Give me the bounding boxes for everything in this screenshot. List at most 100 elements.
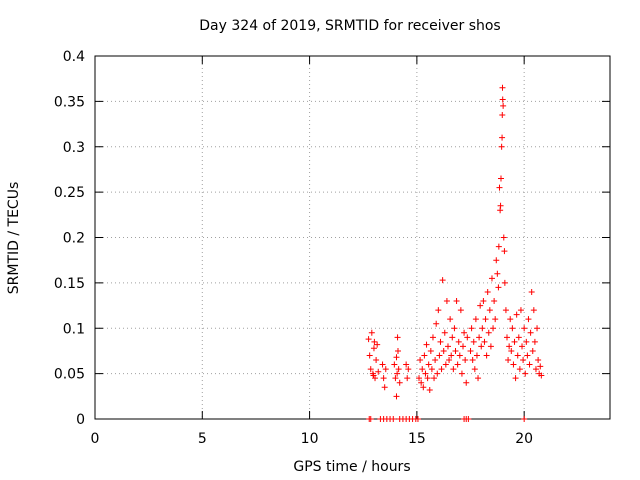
data-point bbox=[521, 325, 528, 332]
data-point bbox=[517, 307, 524, 314]
data-point bbox=[476, 334, 483, 341]
data-point bbox=[454, 361, 461, 368]
data-point bbox=[485, 329, 492, 336]
x-tick-label: 5 bbox=[198, 431, 207, 447]
x-axis-label: GPS time / hours bbox=[293, 459, 410, 475]
data-point bbox=[470, 338, 477, 345]
data-point bbox=[394, 347, 401, 354]
data-point bbox=[370, 345, 377, 352]
data-point bbox=[502, 307, 509, 314]
data-point bbox=[500, 234, 507, 241]
data-point bbox=[417, 357, 424, 364]
data-point bbox=[500, 102, 507, 109]
data-point bbox=[479, 325, 486, 332]
data-point bbox=[491, 298, 498, 305]
data-point bbox=[484, 288, 491, 295]
data-point bbox=[482, 316, 489, 323]
data-point bbox=[462, 357, 469, 364]
data-point bbox=[395, 366, 402, 373]
data-point bbox=[510, 361, 517, 368]
x-tick-label: 0 bbox=[91, 431, 100, 447]
data-point bbox=[436, 352, 443, 359]
data-point bbox=[506, 343, 513, 350]
y-tick-label: 0.05 bbox=[54, 367, 85, 383]
data-point bbox=[414, 416, 421, 422]
grid bbox=[95, 56, 610, 419]
data-point bbox=[379, 361, 386, 368]
data-point bbox=[458, 370, 465, 377]
data-point bbox=[367, 416, 374, 422]
y-tick-label: 0.25 bbox=[54, 185, 85, 201]
data-point bbox=[469, 357, 476, 364]
data-point bbox=[477, 302, 484, 309]
data-point bbox=[419, 366, 426, 373]
data-points bbox=[365, 84, 545, 422]
data-point bbox=[505, 357, 512, 364]
data-point bbox=[530, 307, 537, 314]
data-point bbox=[507, 316, 514, 323]
data-point bbox=[423, 341, 430, 348]
data-point bbox=[422, 370, 429, 377]
y-tick-label: 0.2 bbox=[63, 231, 85, 247]
data-point bbox=[487, 343, 494, 350]
data-point bbox=[495, 243, 502, 250]
data-point bbox=[488, 275, 495, 282]
data-point bbox=[511, 338, 518, 345]
chart-title: Day 324 of 2019, SRMTID for receiver sho… bbox=[199, 18, 501, 34]
data-point bbox=[463, 379, 470, 386]
data-point bbox=[473, 352, 480, 359]
data-point bbox=[393, 393, 400, 400]
data-point bbox=[504, 334, 510, 341]
data-point bbox=[373, 357, 380, 364]
data-point bbox=[538, 372, 545, 379]
data-point bbox=[529, 347, 536, 354]
data-point bbox=[437, 338, 444, 345]
data-point bbox=[486, 307, 493, 314]
data-point bbox=[374, 341, 381, 348]
data-point bbox=[471, 366, 478, 373]
data-point bbox=[446, 357, 453, 364]
data-point bbox=[393, 354, 400, 361]
data-point bbox=[370, 372, 377, 379]
data-point bbox=[535, 357, 542, 364]
data-point bbox=[483, 352, 490, 359]
data-point bbox=[404, 375, 411, 382]
data-point bbox=[513, 311, 520, 318]
data-point bbox=[380, 375, 387, 382]
data-point bbox=[501, 279, 508, 286]
data-point bbox=[490, 325, 497, 332]
data-point bbox=[405, 366, 412, 373]
plot-frame bbox=[94, 55, 611, 420]
data-point bbox=[455, 338, 462, 345]
data-point bbox=[516, 366, 523, 373]
y-tick-label: 0.1 bbox=[63, 321, 85, 337]
data-point bbox=[451, 325, 458, 332]
data-point bbox=[520, 357, 527, 364]
data-point bbox=[453, 298, 460, 305]
data-point bbox=[493, 257, 500, 264]
data-point bbox=[498, 143, 505, 150]
data-point bbox=[440, 347, 447, 354]
data-point bbox=[532, 366, 539, 373]
data-point bbox=[461, 329, 468, 336]
data-point bbox=[442, 361, 449, 368]
data-point bbox=[425, 361, 432, 368]
y-tick-label: 0 bbox=[76, 412, 85, 428]
data-point bbox=[537, 363, 544, 370]
data-point bbox=[434, 370, 441, 377]
data-point bbox=[456, 352, 463, 359]
data-point bbox=[381, 384, 388, 391]
data-point bbox=[527, 329, 534, 336]
data-point bbox=[524, 352, 531, 359]
data-point bbox=[426, 386, 433, 393]
data-point bbox=[521, 416, 528, 422]
data-point bbox=[439, 277, 446, 284]
data-point bbox=[431, 375, 438, 382]
data-point bbox=[497, 202, 504, 209]
x-tick-label: 20 bbox=[515, 431, 533, 447]
data-point bbox=[494, 270, 501, 277]
data-point bbox=[519, 343, 526, 350]
data-point bbox=[418, 379, 425, 386]
data-point bbox=[457, 307, 464, 314]
